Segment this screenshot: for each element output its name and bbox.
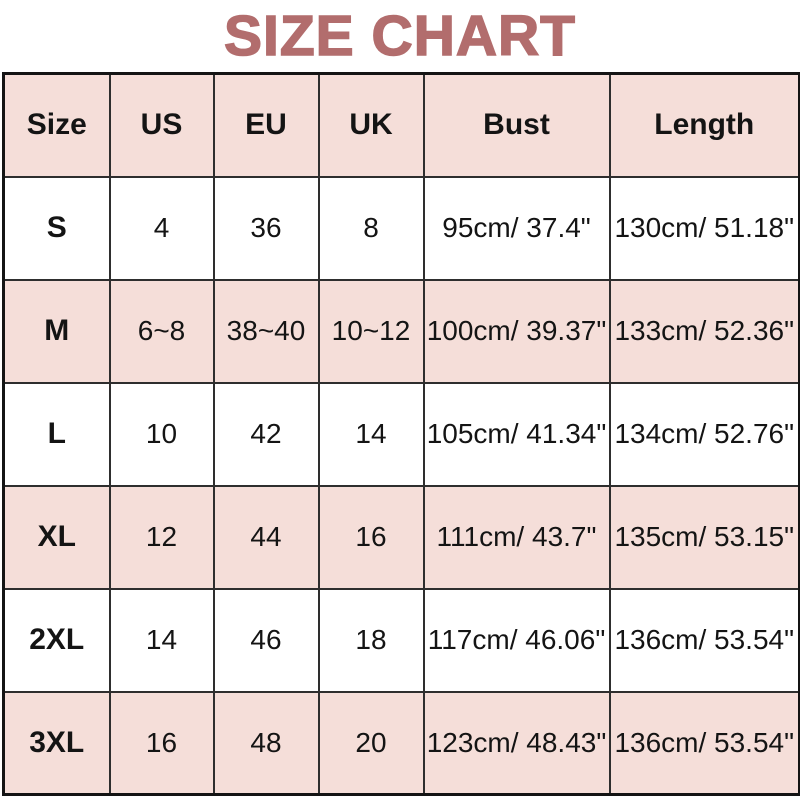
bust-value: 111cm/ 43.7" [422,484,611,590]
page-title: SIZE CHART [223,3,576,69]
table-header-row: Size US EU UK Bust Length [2,72,800,178]
table-row-s: S 4 36 8 95cm/ 37.4" 130cm/ 51.18" [2,175,800,281]
uk-value: 14 [317,381,425,487]
us-value: 12 [108,484,215,590]
table-row-3xl: 3XL 16 48 20 123cm/ 48.43" 136cm/ 53.54" [2,690,800,796]
size-label: M [2,278,111,384]
us-value: 16 [108,690,215,796]
size-label: 2XL [2,587,111,693]
bust-value: 100cm/ 39.37" [422,278,611,384]
table-row-xl: XL 12 44 16 111cm/ 43.7" 135cm/ 53.15" [2,484,800,590]
size-label: S [2,175,111,281]
table-row-2xl: 2XL 14 46 18 117cm/ 46.06" 136cm/ 53.54" [2,587,800,693]
eu-value: 42 [212,381,320,487]
eu-value: 46 [212,587,320,693]
column-header-bust: Bust [422,72,611,178]
uk-value: 8 [317,175,425,281]
eu-value: 38~40 [212,278,320,384]
us-value: 4 [108,175,215,281]
length-value: 130cm/ 51.18" [608,175,800,281]
length-value: 133cm/ 52.36" [608,278,800,384]
table-row-m: M 6~8 38~40 10~12 100cm/ 39.37" 133cm/ 5… [2,278,800,384]
bust-value: 117cm/ 46.06" [422,587,611,693]
size-chart-table: Size US EU UK Bust Length S 4 36 8 95cm/… [2,72,800,796]
us-value: 6~8 [108,278,215,384]
uk-value: 20 [317,690,425,796]
column-header-us: US [108,72,215,178]
length-value: 136cm/ 53.54" [608,587,800,693]
eu-value: 48 [212,690,320,796]
column-header-eu: EU [212,72,320,178]
uk-value: 10~12 [317,278,425,384]
size-label: 3XL [2,690,111,796]
uk-value: 18 [317,587,425,693]
eu-value: 36 [212,175,320,281]
bust-value: 105cm/ 41.34" [422,381,611,487]
bust-value: 95cm/ 37.4" [422,175,611,281]
size-label: XL [2,484,111,590]
length-value: 135cm/ 53.15" [608,484,800,590]
length-value: 134cm/ 52.76" [608,381,800,487]
us-value: 14 [108,587,215,693]
uk-value: 16 [317,484,425,590]
column-header-uk: UK [317,72,425,178]
length-value: 136cm/ 53.54" [608,690,800,796]
us-value: 10 [108,381,215,487]
column-header-size: Size [2,72,111,178]
size-label: L [2,381,111,487]
column-header-length: Length [608,72,800,178]
bust-value: 123cm/ 48.43" [422,690,611,796]
table-row-l: L 10 42 14 105cm/ 41.34" 134cm/ 52.76" [2,381,800,487]
eu-value: 44 [212,484,320,590]
